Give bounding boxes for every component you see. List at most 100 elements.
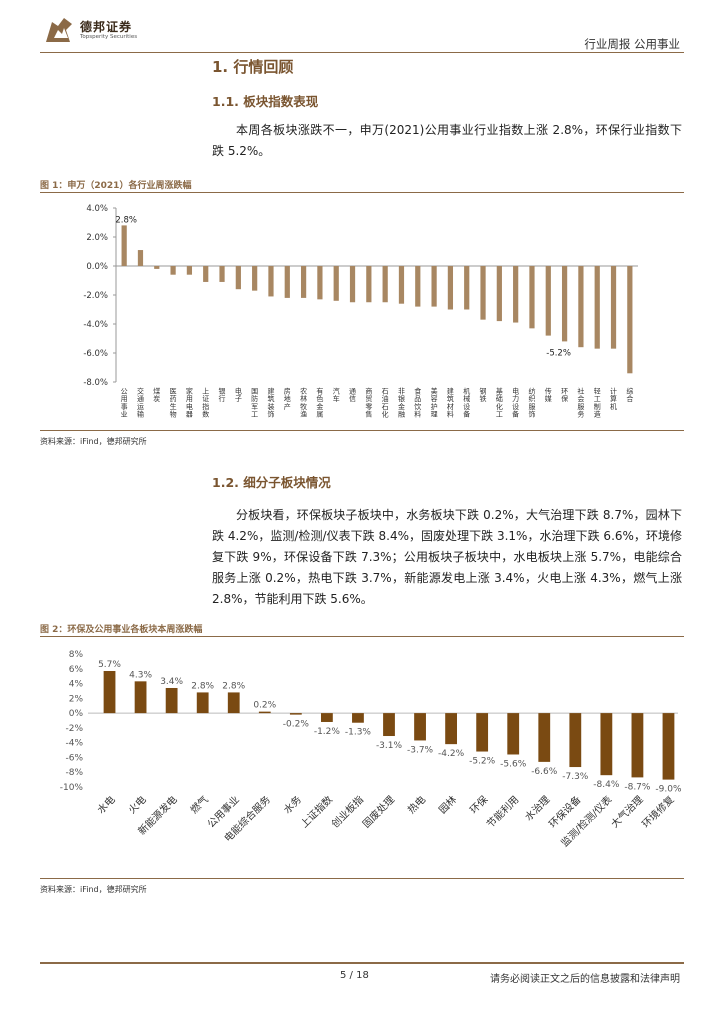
svg-text:金: 金 (398, 402, 405, 411)
data-label: 0.2% (253, 701, 276, 711)
bar (203, 266, 209, 282)
data-label: -5.6% (500, 759, 527, 769)
data-label: -5.2% (469, 757, 496, 767)
svg-text:基: 基 (496, 387, 503, 396)
bar (627, 266, 633, 374)
figure2-bottom-rule (40, 878, 684, 879)
bar (538, 713, 551, 762)
bar (134, 681, 147, 714)
bar (252, 266, 258, 291)
svg-text:石: 石 (382, 388, 389, 396)
figure1-source: 资料来源：iFind，德邦研究所 (40, 437, 147, 446)
data-label: -8.4% (593, 780, 620, 790)
svg-text:有: 有 (316, 387, 323, 396)
data-label: 3.4% (160, 677, 183, 687)
x-tick-label: 大气治理 (608, 793, 645, 830)
bar (154, 266, 160, 269)
subsector-weekly-change-chart: 8% 6% 4% 2% 0% -2% -4% -6% -8% -10% 5.7% 水电 4.3% 火电 3.… (60, 650, 682, 849)
svg-text:工: 工 (496, 410, 503, 418)
svg-text:防: 防 (251, 394, 258, 403)
svg-text:社: 社 (577, 387, 584, 396)
bar (610, 266, 617, 349)
svg-text:行: 行 (219, 394, 226, 403)
x-tick-label: 创业板指 (329, 793, 366, 830)
y-tick-label: -6.0% (83, 349, 108, 359)
svg-text:理: 理 (431, 410, 438, 418)
svg-text:金: 金 (316, 402, 323, 411)
svg-text:地: 地 (284, 394, 291, 403)
industry-weekly-change-chart: 4.0% 2.0% 0.0% -2.0% -4.0% -6.0% -8.0% 公用事业 2.8%… (83, 204, 638, 419)
x-tick-label: 燃气 (187, 793, 210, 816)
svg-text:运: 运 (137, 403, 144, 411)
x-tick-label: 公用事业 (121, 388, 128, 419)
bar (415, 266, 421, 307)
bar (268, 266, 274, 297)
data-label: 2.8% (115, 215, 137, 225)
bar (186, 266, 193, 275)
svg-text:机: 机 (463, 387, 470, 396)
svg-text:器: 器 (186, 410, 193, 418)
svg-text:非: 非 (398, 387, 405, 396)
svg-text:煤: 煤 (153, 387, 160, 396)
data-label: -4.2% (438, 749, 465, 759)
svg-text:服: 服 (528, 403, 535, 411)
svg-text:饰: 饰 (267, 409, 274, 418)
svg-text:综: 综 (626, 387, 633, 396)
bar (317, 266, 323, 300)
svg-text:车: 车 (333, 394, 340, 403)
svg-text:通: 通 (349, 387, 356, 396)
bar (165, 687, 178, 714)
svg-text:力: 力 (512, 394, 519, 403)
svg-text:商: 商 (365, 387, 372, 396)
svg-text:饮: 饮 (414, 402, 421, 411)
data-label: 5.7% (98, 660, 121, 670)
bar (662, 713, 675, 780)
paragraph-index-performance: 本周各板块涨跌不一，申万(2021)公用事业行业指数上涨 2.8%，环保行业指数… (212, 123, 682, 158)
x-tick-label: 环境修复 (639, 793, 676, 830)
x-tick-label: 监测/检测/仪表 (558, 793, 614, 849)
bar (196, 692, 209, 714)
x-tick-label: 节能利用 (484, 793, 521, 830)
y-tick-label: 0% (69, 709, 84, 719)
page-number: 5 / 18 (340, 970, 369, 981)
bar (414, 713, 426, 741)
svg-text:工: 工 (251, 410, 258, 418)
svg-text:造: 造 (594, 409, 601, 418)
bar (383, 713, 395, 737)
svg-text:筑: 筑 (447, 394, 454, 403)
svg-text:设: 设 (512, 402, 519, 411)
company-logo-text: 德邦证券 (80, 20, 133, 34)
bar (258, 711, 271, 714)
y-tick-label: 2% (69, 694, 84, 704)
svg-text:容: 容 (431, 394, 438, 403)
bar (382, 266, 388, 303)
figure1-bottom-rule (40, 430, 684, 431)
x-tick-label: 环保 (561, 388, 568, 404)
svg-text:础: 础 (496, 394, 503, 403)
svg-text:家: 家 (186, 387, 193, 396)
x-tick-label: 计算机 (610, 387, 617, 411)
svg-text:品: 品 (414, 395, 421, 403)
svg-text:护: 护 (431, 402, 438, 411)
svg-text:信: 信 (349, 394, 356, 403)
svg-text:建: 建 (447, 387, 454, 396)
x-tick-label: 上证指数 (298, 793, 335, 830)
svg-text:用: 用 (186, 395, 193, 403)
x-tick-label: 电子 (235, 387, 242, 404)
bar (219, 266, 225, 282)
data-label: -8.7% (624, 782, 651, 792)
svg-text:美: 美 (431, 387, 438, 396)
bar (284, 266, 290, 298)
svg-text:饰: 饰 (528, 409, 535, 418)
svg-text:料: 料 (414, 409, 421, 418)
svg-text:属: 属 (316, 410, 323, 418)
svg-text:数: 数 (202, 409, 209, 418)
subsection-title-subsectors: 1.2. 细分子板块情况 (212, 475, 331, 490)
